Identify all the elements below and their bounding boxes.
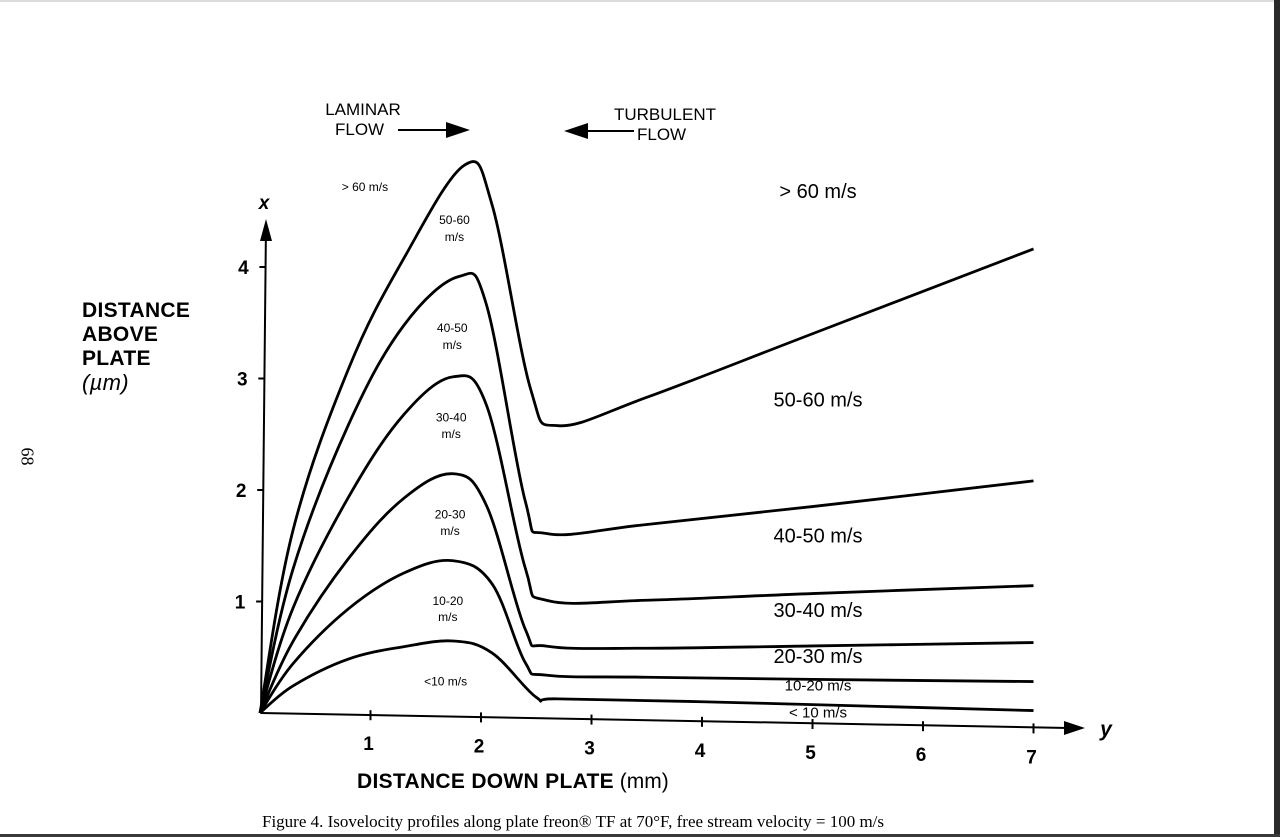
region-label-3: m/s — [445, 230, 464, 244]
page-right-edge — [1274, 0, 1280, 837]
region-label-16: 30-40 m/s — [774, 600, 863, 622]
x-tick-label-1: 1 — [363, 734, 374, 755]
region-label-9: m/s — [440, 524, 459, 538]
x-tick-label-5: 5 — [805, 743, 816, 764]
region-label-11: m/s — [438, 610, 457, 624]
x-axis-arrowhead — [1064, 721, 1085, 735]
page-bottom-edge — [0, 834, 1280, 837]
region-label-10: 10-20 — [432, 594, 463, 608]
page-top-edge — [0, 0, 1280, 2]
x-axis-symbol: y — [1099, 718, 1113, 741]
y-axis-symbol: x — [258, 193, 271, 214]
y-axis-label-line3: PLATE — [82, 347, 151, 370]
axis-ticks: 1 2 3 4 5 6 7 1 2 3 4 — [235, 258, 1037, 768]
region-label-4: 40-50 — [437, 321, 468, 335]
y-axis-label-line2: ABOVE — [82, 323, 159, 346]
region-label-6: 30-40 — [436, 410, 467, 424]
region-labels: > 60 m/s 50-60 m/s 40-50 m/s 30-40 m/s 20-30 m/s… — [342, 180, 863, 721]
region-label-1: > 60 m/s — [342, 180, 388, 194]
isovelocity-curve-1 — [259, 639, 1034, 715]
y-tick-label-1: 1 — [235, 593, 246, 614]
y-axis — [260, 223, 267, 714]
region-label-19: < 10 m/s — [789, 704, 847, 721]
turbulent-flow-arrowhead — [564, 123, 588, 139]
x-axis-label-text: DISTANCE DOWN PLATE — [357, 770, 614, 793]
x-axis — [260, 712, 1069, 729]
isovelocity-curve-6 — [258, 160, 1035, 714]
turbulent-line1: TURBULENT — [613, 105, 716, 124]
isovelocity-curve-2 — [258, 558, 1034, 714]
laminar-flow-label: LAMINAR FLOW — [318, 100, 408, 140]
figure-caption: Figure 4. Isovelocity profiles along pla… — [262, 812, 885, 831]
region-label-5: m/s — [443, 338, 462, 352]
turbulent-line2: FLOW — [637, 125, 687, 144]
x-tick-label-7: 7 — [1026, 747, 1037, 768]
x-axis-label: DISTANCE DOWN PLATE (mm) — [357, 770, 669, 794]
region-label-8: 20-30 — [435, 507, 466, 521]
x-tick-label-2: 2 — [474, 736, 485, 757]
region-label-12: <10 m/s — [424, 674, 467, 688]
x-axis-unit: (mm) — [619, 770, 669, 793]
y-tick-label-3: 3 — [237, 370, 248, 391]
region-label-15: 40-50 m/s — [774, 525, 863, 547]
y-tick-label-2: 2 — [236, 481, 247, 502]
region-label-2: 50-60 — [439, 213, 470, 227]
y-axis-label: DISTANCE ABOVE PLATE (µm) — [82, 299, 190, 395]
laminar-flow-arrowhead — [446, 122, 470, 138]
isovelocity-curve-3 — [258, 472, 1034, 714]
isovelocity-curve-5 — [258, 271, 1034, 714]
x-tick-label-3: 3 — [584, 739, 595, 760]
region-label-17: 20-30 m/s — [774, 646, 863, 668]
y-axis-arrowhead — [260, 219, 272, 241]
turbulent-flow-label: TURBULENT FLOW — [600, 105, 730, 145]
y-tick-label-4: 4 — [238, 258, 249, 279]
region-label-13: > 60 m/s — [779, 181, 856, 203]
y-axis-label-line1: DISTANCE — [82, 299, 191, 322]
region-label-7: m/s — [441, 427, 460, 441]
region-label-18: 10-20 m/s — [785, 678, 852, 695]
region-label-14: 50-60 m/s — [774, 389, 863, 411]
laminar-line2: FLOW — [335, 120, 385, 139]
x-tick-label-6: 6 — [916, 745, 927, 766]
laminar-line1: LAMINAR — [325, 100, 401, 119]
isovelocity-curves — [258, 160, 1035, 715]
isovelocity-curve-4 — [258, 374, 1034, 714]
x-tick-label-4: 4 — [695, 741, 706, 762]
y-axis-unit: (µm) — [82, 370, 129, 395]
